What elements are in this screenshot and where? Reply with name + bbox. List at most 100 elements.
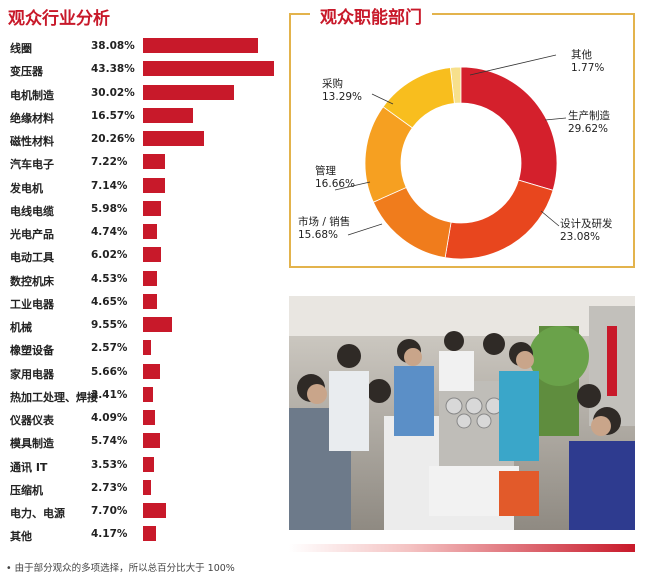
bar-value-label: 2.73% <box>91 481 128 494</box>
bar-category-label: 磁性材料 <box>10 135 54 148</box>
department-chart-title: 观众职能部门 <box>310 3 432 28</box>
exhibition-photo <box>289 296 635 530</box>
bar-category-label: 家用电器 <box>10 367 54 381</box>
bar <box>143 224 158 239</box>
bar-value-label: 7.70% <box>91 505 128 517</box>
slice-name: 管理 <box>315 165 336 177</box>
slice-percent: 23.08% <box>560 231 601 243</box>
bar <box>143 363 161 379</box>
bar-value-label: 6.02% <box>91 249 128 262</box>
slice-name: 市场 / 销售 <box>298 216 351 228</box>
bar <box>143 84 234 100</box>
bar <box>143 270 157 286</box>
donut-leader-line <box>469 54 557 76</box>
donut-leader-line <box>371 93 394 105</box>
bar-value-label: 7.14% <box>91 179 128 192</box>
donut-leader-line <box>347 223 383 236</box>
donut-slice-label: 设计及研发 23.08% <box>560 218 613 244</box>
bar-value-label: 9.55% <box>91 319 128 331</box>
bar-value-label: 38.08% <box>91 40 135 52</box>
bar <box>143 200 162 216</box>
bar-category-label: 模具制造 <box>10 437 54 451</box>
bar-category-label: 压缩机 <box>10 483 43 497</box>
bar-value-label: 3.53% <box>91 458 128 471</box>
bar <box>143 410 156 425</box>
bar <box>143 526 156 542</box>
donut-slice <box>444 179 554 260</box>
bar-value-label: 4.17% <box>91 528 128 541</box>
slice-percent: 15.68% <box>298 229 339 241</box>
donut-slice <box>372 186 452 259</box>
bar-category-label: 仪器仪表 <box>10 414 54 427</box>
industry-chart-title: 观众行业分析 <box>8 9 110 29</box>
bar-category-label: 其他 <box>10 530 32 544</box>
bar-category-label: 电机制造 <box>10 88 54 102</box>
footnote: • 由于部分观众的多项选择，所以总百分比大于 100% <box>6 563 235 574</box>
bar-category-label: 橡塑设备 <box>10 344 54 358</box>
bar-category-label: 绝缘材料 <box>10 111 54 125</box>
bar-category-label: 工业电器 <box>10 297 54 311</box>
bottom-gradient-bar <box>289 544 635 552</box>
slice-percent: 1.77% <box>571 62 605 74</box>
bar-category-label: 热加工处理、焊接 <box>10 390 98 404</box>
donut-leader-line <box>544 117 567 121</box>
donut-leader-line <box>334 181 371 191</box>
bar <box>143 247 162 263</box>
bar <box>143 433 161 449</box>
donut-slice <box>382 67 455 129</box>
bar-value-label: 2.57% <box>91 342 128 355</box>
bar-value-label: 16.57% <box>91 109 135 122</box>
bar-value-label: 43.38% <box>91 63 135 76</box>
bar-category-label: 光电产品 <box>10 228 54 241</box>
bar-value-label: 4.53% <box>91 272 128 285</box>
bar-value-label: 4.74% <box>91 226 128 238</box>
donut-slice-label: 市场 / 销售 15.68% <box>298 216 350 242</box>
bar-value-label: 4.09% <box>91 412 128 424</box>
bar <box>143 61 274 77</box>
bar-value-label: 5.74% <box>91 435 128 448</box>
donut-slice-label: 其他 1.77% <box>571 49 604 75</box>
donut-slice-label: 采购 13.29% <box>322 78 362 104</box>
donut-slice-label: 生产制造 29.62% <box>568 110 610 136</box>
bar-category-label: 电动工具 <box>10 251 54 265</box>
bar <box>143 131 205 146</box>
bar-value-label: 5.66% <box>91 365 128 378</box>
bar <box>143 38 258 53</box>
bar-value-label: 20.26% <box>91 133 135 145</box>
bar-value-label: 30.02% <box>91 86 135 99</box>
donut-slice-label: 管理 16.66% <box>315 165 355 191</box>
bar-value-label: 3.41% <box>91 388 128 401</box>
bar <box>143 293 158 309</box>
donut-slice <box>460 66 558 191</box>
bar-value-label: 7.22% <box>91 156 128 169</box>
slice-name: 其他 <box>571 49 592 61</box>
bar-category-label: 电线电缆 <box>10 204 54 218</box>
bar <box>143 340 151 356</box>
bar-value-label: 4.65% <box>91 295 128 308</box>
bar-category-label: 变压器 <box>10 65 43 79</box>
bar-category-label: 发电机 <box>10 181 43 195</box>
bar-category-label: 机械 <box>10 321 32 334</box>
slice-name: 生产制造 <box>568 110 610 122</box>
slice-name: 采购 <box>322 78 343 90</box>
bar-value-label: 5.98% <box>91 202 128 215</box>
bar <box>143 107 194 123</box>
bar-category-label: 线圈 <box>10 42 32 55</box>
donut-leader-line <box>540 210 560 227</box>
bar-category-label: 通讯 IT <box>10 460 48 474</box>
bar <box>143 317 172 332</box>
bar <box>143 154 165 170</box>
bar-category-label: 汽车电子 <box>10 158 54 172</box>
bar <box>143 503 167 518</box>
bar <box>143 177 165 193</box>
bar-category-label: 电力、电源 <box>10 507 65 520</box>
slice-percent: 16.66% <box>315 178 356 190</box>
bar <box>143 479 152 495</box>
department-donut-chart <box>334 54 567 260</box>
bar-category-label: 数控机床 <box>10 274 54 288</box>
slice-percent: 13.29% <box>322 91 363 103</box>
bar <box>143 386 154 402</box>
slice-percent: 29.62% <box>568 123 609 135</box>
bar <box>143 456 154 472</box>
slice-name: 设计及研发 <box>560 218 613 230</box>
